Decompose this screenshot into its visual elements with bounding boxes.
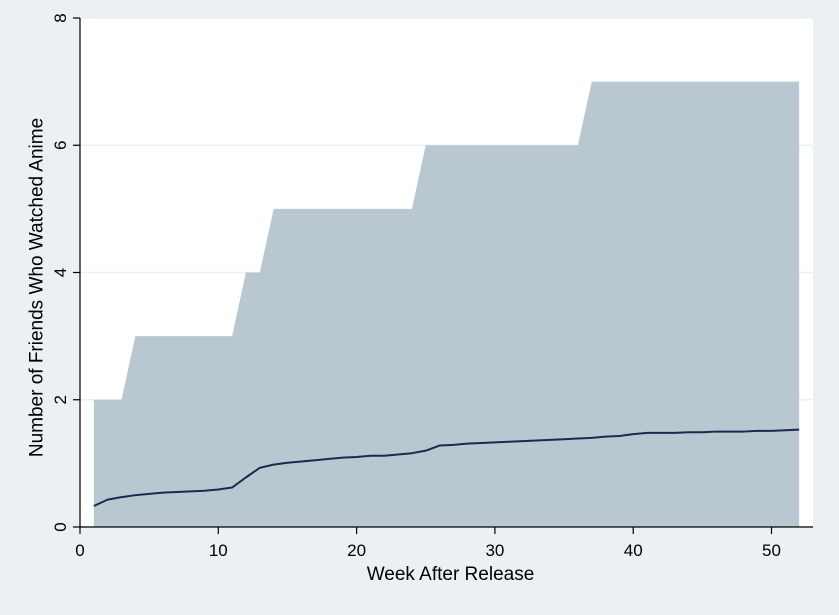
x-tick-label: 0 [75,541,84,560]
y-axis-title: Number of Friends Who Watched Anime [27,118,48,457]
y-tick-label: 6 [51,141,70,150]
x-tick-label: 20 [347,541,366,560]
range-area [93,81,800,527]
x-tick-label: 10 [209,541,228,560]
x-tick-label: 50 [762,541,781,560]
y-tick-label: 4 [51,268,70,277]
x-tick-label: 40 [624,541,643,560]
mean-line [93,428,800,507]
mean-line-layer [93,428,800,507]
axes: 0 10 20 30 40 50 0 2 4 6 8 [51,13,813,560]
y-tick-label: 0 [51,522,70,531]
y-tick-label: 8 [51,13,70,22]
range-area-layer [93,81,800,527]
x-tick-label: 30 [485,541,504,560]
y-tick-label: 2 [51,395,70,404]
x-axis-title: Week After Release [367,564,535,585]
